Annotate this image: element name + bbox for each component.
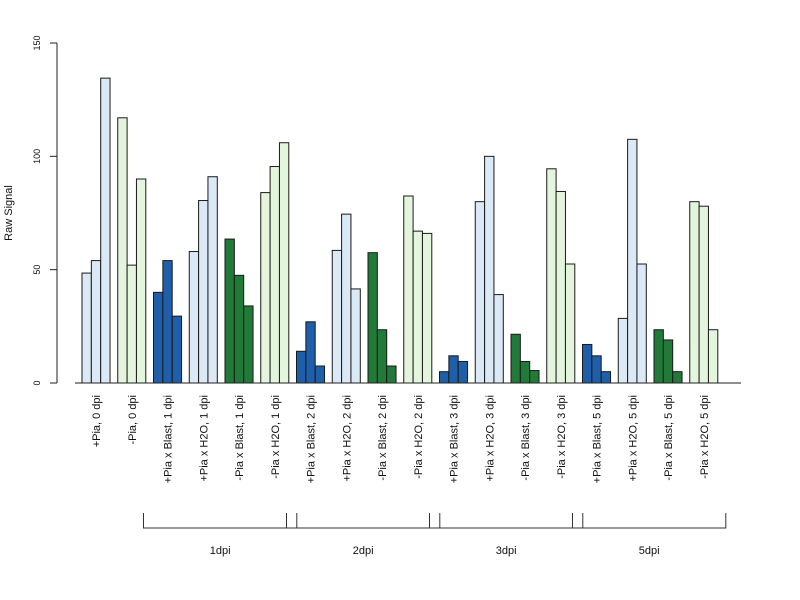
group-bracket [143, 513, 298, 529]
bar [564, 263, 576, 384]
group-brackets: 1dpi 2dpi 3dpi 5dpi [143, 513, 727, 557]
bar [100, 77, 111, 384]
y-tick-label: 0 [32, 380, 42, 385]
category-label: +Pia x H2O, 1 dpi [198, 395, 210, 482]
bar [474, 201, 486, 384]
bar [233, 274, 245, 384]
bar [412, 230, 423, 384]
bar [188, 251, 200, 384]
bar [698, 205, 709, 384]
category-labels: +Pia, 0 dpi -Pia, 0 dpi +Pia x Blast, 1 dp… [91, 395, 711, 483]
category-label: -Pia x H2O, 5 dpi [699, 395, 711, 479]
category-label: -Pia, 0 dpi [127, 395, 139, 445]
bar [510, 333, 521, 384]
category-label: -Pia x Blast, 1 dpi [234, 395, 246, 481]
bar [555, 190, 566, 384]
bar [198, 200, 209, 384]
group-bracket [429, 513, 584, 529]
bar [278, 142, 290, 384]
y-axis: 0 50 100 150 [32, 35, 58, 386]
group-label: 2dpi [353, 545, 374, 557]
group-label: 1dpi [210, 545, 231, 557]
bar [439, 371, 450, 384]
category-label: -Pia x H2O, 2 dpi [413, 395, 425, 479]
bar [591, 355, 602, 384]
bar [493, 294, 504, 384]
bar [171, 315, 183, 384]
bar [627, 138, 638, 384]
bar [81, 272, 92, 384]
bar [600, 371, 612, 384]
bar [403, 195, 414, 384]
bar [546, 168, 557, 384]
bar [224, 238, 235, 384]
category-label: +Pia x H2O, 2 dpi [341, 395, 353, 482]
bar [90, 260, 102, 384]
bar [260, 192, 271, 384]
category-label: -Pia x Blast, 5 dpi [663, 395, 675, 481]
category-label: +Pia x H2O, 5 dpi [627, 395, 639, 482]
bar [207, 176, 218, 384]
y-tick-label: 50 [32, 265, 42, 275]
bar [350, 288, 361, 384]
bar [153, 291, 164, 384]
category-label: +Pia x Blast, 2 dpi [306, 395, 318, 483]
group-bracket [286, 513, 441, 529]
category-label: +Pia x H2O, 3 dpi [484, 395, 496, 482]
category-label: -Pia x Blast, 2 dpi [377, 395, 389, 481]
bars-layer [81, 77, 719, 384]
bar [331, 249, 343, 384]
bar [296, 350, 307, 384]
bar [243, 305, 254, 384]
bar [305, 321, 316, 384]
bar [314, 365, 326, 384]
bar [707, 329, 719, 384]
category-label: -Pia x Blast, 3 dpi [520, 395, 532, 481]
category-label: -Pia x H2O, 3 dpi [556, 395, 568, 479]
bar [582, 343, 593, 384]
bar [662, 339, 674, 384]
category-label: -Pia x H2O, 1 dpi [270, 395, 282, 479]
bar [448, 355, 459, 384]
bar [376, 329, 388, 384]
y-tick-label: 100 [32, 149, 42, 164]
category-label: +Pia x Blast, 1 dpi [163, 395, 175, 483]
bar [484, 155, 495, 384]
bar [529, 370, 540, 384]
bar [269, 166, 280, 384]
bar [341, 213, 352, 384]
category-label: +Pia x Blast, 3 dpi [449, 395, 461, 483]
bar [421, 232, 433, 384]
y-axis-title: Raw Signal [3, 185, 15, 241]
group-bracket [572, 513, 727, 529]
bar [617, 317, 629, 384]
category-label: +Pia, 0 dpi [91, 395, 103, 447]
bar [636, 263, 647, 384]
bar [126, 264, 137, 384]
group-label: 3dpi [496, 545, 517, 557]
bar [162, 260, 173, 384]
bar [135, 178, 147, 384]
group-label: 5dpi [639, 545, 660, 557]
bar [386, 365, 397, 384]
category-label: +Pia x Blast, 5 dpi [592, 395, 604, 483]
bar [689, 201, 700, 384]
bar [367, 252, 378, 384]
bar [519, 360, 531, 384]
y-tick-label: 150 [32, 35, 42, 50]
bar [672, 371, 683, 384]
bar [457, 360, 469, 384]
bar [653, 329, 664, 384]
bar [117, 117, 128, 384]
